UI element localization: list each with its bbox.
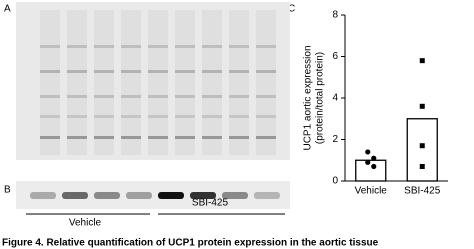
- band: [256, 45, 276, 48]
- band: [148, 136, 168, 139]
- point: [371, 163, 377, 170]
- band: [148, 70, 168, 73]
- band: [121, 136, 141, 139]
- band: [229, 70, 249, 73]
- point: [419, 143, 425, 149]
- band: [202, 136, 222, 139]
- band: [94, 95, 114, 98]
- band: [30, 192, 56, 199]
- lane: [256, 10, 276, 155]
- y-tick-label: 0: [332, 176, 338, 187]
- band: [40, 136, 60, 139]
- bar: [406, 118, 438, 182]
- band: [126, 192, 152, 199]
- band: [229, 45, 249, 48]
- band: [67, 115, 87, 118]
- lane: [148, 10, 168, 155]
- band: [67, 136, 87, 139]
- point: [419, 58, 425, 64]
- band: [67, 45, 87, 48]
- panel-label: B: [4, 185, 11, 196]
- gel-a-bands: [40, 10, 276, 155]
- y-tick-label: 4: [332, 93, 338, 104]
- point: [365, 149, 371, 155]
- band: [158, 192, 184, 199]
- band: [256, 136, 276, 139]
- band: [121, 115, 141, 118]
- x-tick-label: Vehicle: [355, 186, 388, 197]
- gel-a: [16, 2, 290, 160]
- band: [256, 115, 276, 118]
- band: [256, 70, 276, 73]
- band: [222, 192, 248, 199]
- band: [67, 95, 87, 98]
- band: [40, 95, 60, 98]
- point: [365, 159, 371, 165]
- band: [40, 115, 60, 118]
- band: [62, 192, 88, 199]
- panel-label: A: [4, 4, 11, 15]
- band: [229, 136, 249, 139]
- band: [175, 45, 195, 48]
- band: [121, 95, 141, 98]
- band: [175, 70, 195, 73]
- band: [40, 45, 60, 48]
- band: [175, 136, 195, 139]
- band: [202, 45, 222, 48]
- band: [202, 70, 222, 73]
- band: [175, 115, 195, 118]
- band: [94, 136, 114, 139]
- y-tick-label: 6: [332, 51, 338, 62]
- lane: [175, 10, 195, 155]
- band: [256, 95, 276, 98]
- band: [67, 70, 87, 73]
- lane: [67, 10, 87, 155]
- band: [254, 192, 280, 199]
- y-axis-label: (protein/total protein): [315, 52, 326, 144]
- band: [175, 95, 195, 98]
- band: [94, 70, 114, 73]
- band: [94, 192, 120, 199]
- point: [419, 163, 425, 169]
- lane: [121, 10, 141, 155]
- band: [148, 45, 168, 48]
- group-label: Vehicle: [69, 218, 102, 229]
- band: [121, 70, 141, 73]
- band: [148, 115, 168, 118]
- x-tick-label: SBI-425: [404, 186, 441, 197]
- y-tick-label: 2: [332, 134, 338, 145]
- point: [371, 155, 377, 161]
- band: [94, 115, 114, 118]
- gel-b-bands: [30, 192, 280, 199]
- band: [202, 115, 222, 118]
- gel-b: [16, 181, 290, 209]
- band: [190, 192, 216, 199]
- band: [202, 95, 222, 98]
- band: [40, 70, 60, 73]
- point: [419, 103, 425, 109]
- lane: [40, 10, 60, 155]
- lane: [202, 10, 222, 155]
- band: [94, 45, 114, 48]
- caption: Figure 4. Relative quantification of UCP…: [2, 238, 379, 249]
- panel-label: C: [288, 4, 295, 15]
- band: [229, 95, 249, 98]
- chart: 0 2 4 6 8 UCP1 aortic expression (protein/tota…: [303, 10, 448, 197]
- group-label: SBI-425: [192, 198, 229, 209]
- lane: [94, 10, 114, 155]
- band: [229, 115, 249, 118]
- bar: [355, 159, 387, 182]
- lane: [229, 10, 249, 155]
- band: [148, 95, 168, 98]
- y-tick-label: 8: [332, 10, 338, 21]
- y-axis-label: UCP1 aortic expression: [303, 45, 314, 150]
- band: [121, 45, 141, 48]
